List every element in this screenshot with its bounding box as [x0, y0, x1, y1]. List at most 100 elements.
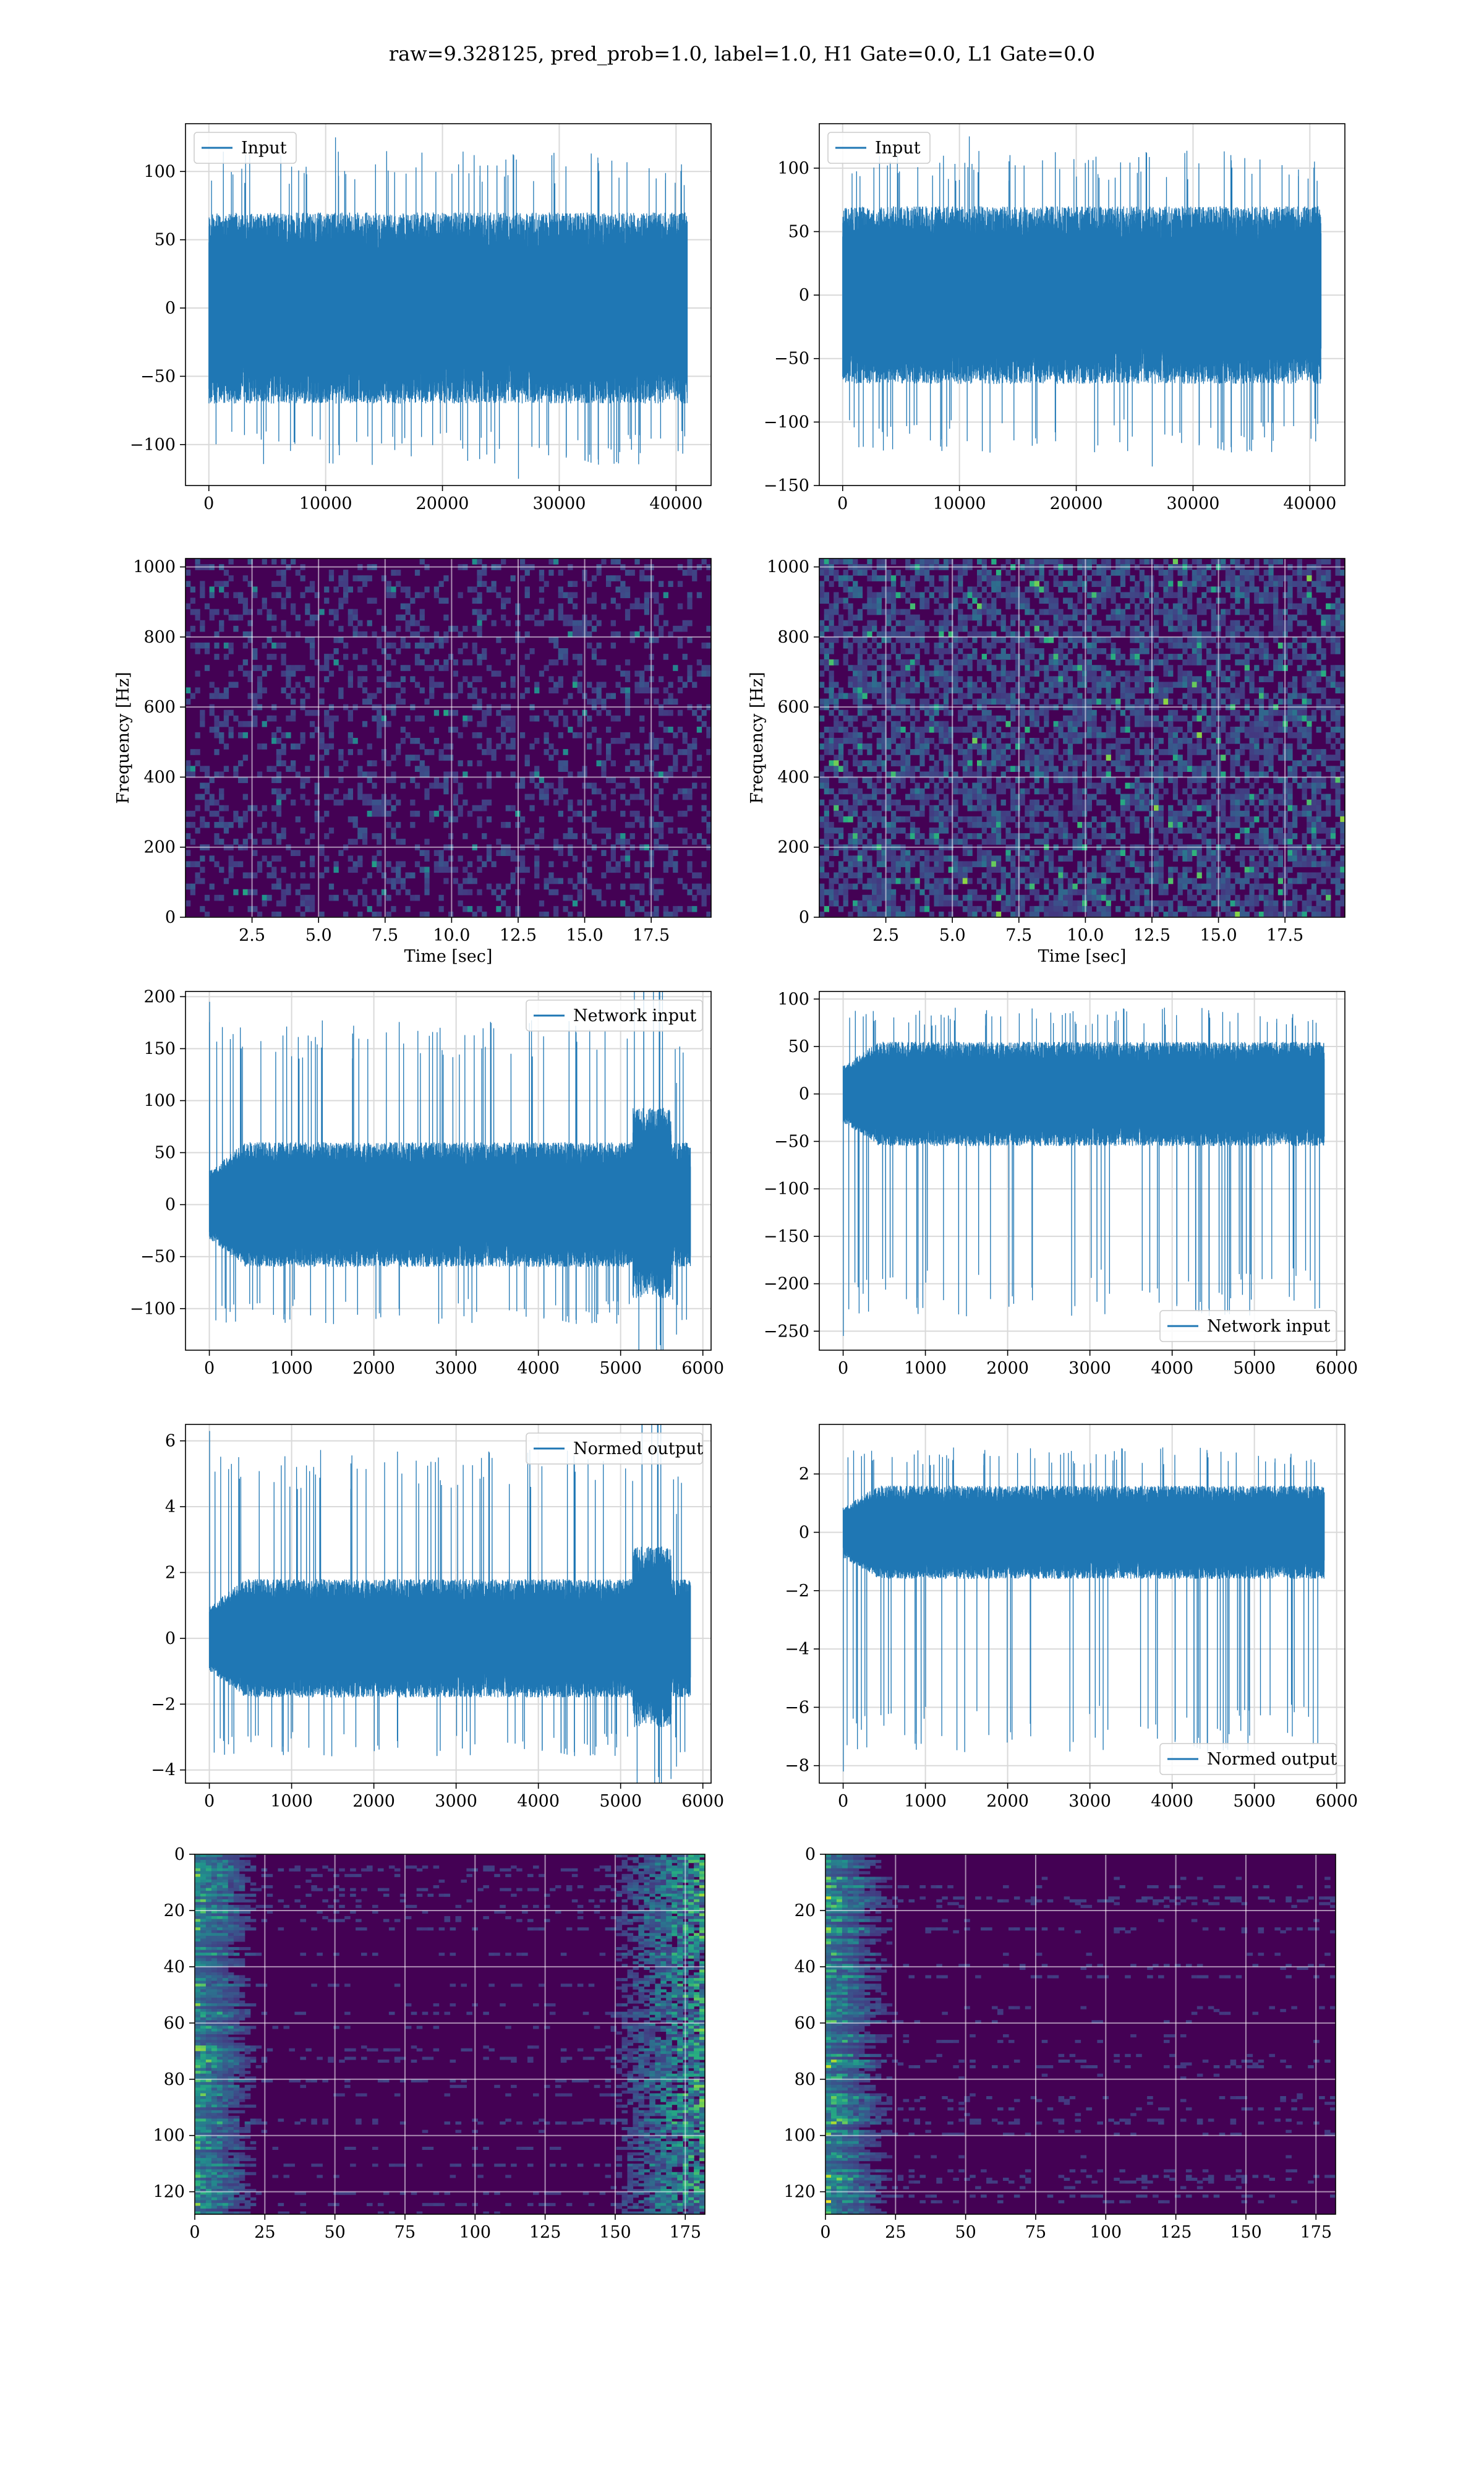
x-tick-label: 0: [837, 494, 848, 513]
subplot-r1c2: 0 10000 20000 30000 40000 −150 −100 −50 0 50 100 In…: [764, 123, 1345, 513]
y-tick-label: −50: [774, 349, 809, 369]
legend-box: [1159, 1310, 1337, 1342]
legend-box: [526, 999, 703, 1032]
y-tick-label: −8: [785, 1757, 809, 1776]
x-tick-label: 50: [324, 2223, 345, 2242]
y-tick-label: −250: [764, 1322, 809, 1341]
y-tick-label: −4: [151, 1761, 176, 1780]
plot-area: [819, 1424, 1345, 1783]
plot-area: [186, 991, 711, 1350]
y-tick-label: 0: [799, 908, 809, 927]
y-tick-label: −50: [140, 1248, 176, 1267]
x-tick-label: 175: [1300, 2223, 1332, 2242]
legend-box: [827, 132, 931, 164]
x-tick-label: 10000: [933, 494, 986, 513]
y-tick-label: 40: [795, 1958, 816, 1977]
y-tick-label: −2: [785, 1582, 809, 1601]
plot-area: [825, 1854, 1336, 2214]
x-tick-label: 40000: [649, 494, 702, 513]
x-tick-label: 30000: [1166, 494, 1219, 513]
x-tick-label: 4000: [517, 1359, 560, 1378]
subplot-r5c1: 0 25 50 75 100 125 150 175 0 20 40 60 80 100 120: [153, 1845, 706, 2242]
y-tick-label: 100: [153, 2126, 185, 2146]
x-tick-label: 2000: [986, 1792, 1029, 1811]
x-tick-label: 2000: [352, 1792, 395, 1811]
x-tick-label: 25: [885, 2223, 906, 2242]
x-tick-label: 6000: [1315, 1792, 1358, 1811]
x-tick-label: 20000: [416, 494, 469, 513]
y-tick-label: 0: [165, 1629, 176, 1648]
plot-area: [186, 124, 711, 486]
axes-frame: [185, 991, 712, 1351]
subplot-r3c2: 0 1000 2000 3000 4000 5000 6000−250−200−150−10…: [764, 990, 1358, 1378]
x-tick-label: 0: [820, 2223, 830, 2242]
y-tick-label: 100: [783, 2126, 816, 2146]
series-line: [208, 1424, 691, 1783]
plot-area: [819, 124, 1345, 486]
axes-frame: [819, 991, 1345, 1351]
y-axis-label: Frequency [Hz]: [114, 672, 133, 803]
y-tick-label: 200: [143, 987, 176, 1006]
axes-frame: [819, 1424, 1345, 1784]
legend: Input: [827, 132, 931, 164]
x-tick-label: 15.0: [1200, 926, 1237, 945]
axes-frame: [825, 1854, 1336, 2215]
y-tick-label: 1000: [767, 558, 809, 577]
y-tick-label: 0: [165, 1196, 176, 1215]
legend-box: [1159, 1743, 1337, 1775]
y-tick-label: −100: [764, 1179, 809, 1199]
x-tick-label: 4000: [517, 1792, 560, 1811]
plot-area: [819, 991, 1345, 1350]
y-tick-label: −50: [140, 367, 176, 386]
x-tick-label: 2.5: [239, 926, 265, 945]
axes-frame: [185, 1424, 712, 1784]
x-tick-label: 3000: [435, 1359, 477, 1378]
y-tick-label: 800: [143, 628, 176, 647]
x-tick-label: 3000: [1068, 1792, 1111, 1811]
axes-frame: [185, 558, 712, 918]
y-tick-label: 100: [777, 159, 809, 178]
x-tick-label: 10000: [299, 494, 352, 513]
x-tick-label: 40000: [1283, 494, 1336, 513]
subplot-r4c1: 0 1000 2000 3000 4000 5000 6000 −4 −2 0 2 4 6 Normed …: [151, 1424, 724, 1811]
heatmap-cells: [186, 559, 711, 917]
x-tick-label: 25: [254, 2223, 275, 2242]
x-tick-label: 75: [394, 2223, 416, 2242]
y-tick-label: 2: [799, 1465, 809, 1484]
series-line: [208, 991, 691, 1350]
axes-frame: [819, 558, 1345, 918]
subplot-r5c2: 0 25 50 75 100 125 150 175 0 20 40 60 80 100 120: [783, 1845, 1336, 2242]
x-tick-label: 175: [669, 2223, 701, 2242]
y-tick-label: 800: [777, 628, 809, 647]
y-tick-label: 50: [788, 1037, 809, 1056]
y-tick-label: 600: [777, 698, 809, 717]
y-tick-label: −100: [130, 1299, 176, 1319]
x-tick-label: 100: [1090, 2223, 1122, 2242]
legend: Network input: [526, 999, 703, 1032]
y-axis-label: Frequency [Hz]: [748, 672, 767, 803]
legend-label: Normed output: [1207, 1750, 1337, 1769]
x-tick-label: 6000: [681, 1792, 724, 1811]
x-tick-label: 2000: [352, 1359, 395, 1378]
x-tick-label: 0: [838, 1792, 848, 1811]
x-tick-label: 125: [1160, 2223, 1192, 2242]
x-axis-label: Time [sec]: [1038, 947, 1127, 966]
y-tick-label: 6: [165, 1432, 176, 1451]
axes-frame: [185, 123, 712, 486]
x-axis-label: Time [sec]: [404, 947, 493, 966]
subplot-r2c2: 2.5 5.0 7.5 10.0 12.5 15.0 17.5 0 200 400 600 800 10…: [748, 558, 1345, 966]
y-tick-label: 60: [795, 2014, 816, 2033]
y-tick-label: 80: [795, 2070, 816, 2089]
plot-area: [819, 559, 1345, 917]
x-tick-label: 1000: [904, 1359, 947, 1378]
y-tick-label: 200: [143, 838, 176, 857]
y-tick-label: 0: [799, 1085, 809, 1104]
y-tick-label: 4: [165, 1497, 176, 1517]
x-tick-label: 12.5: [1133, 926, 1171, 945]
legend-box: [526, 1432, 703, 1465]
x-tick-label: 30000: [532, 494, 586, 513]
legend: Normed output: [1159, 1743, 1337, 1775]
y-tick-label: 0: [805, 1845, 816, 1864]
y-tick-label: 20: [795, 1901, 816, 1920]
series-line: [842, 136, 1322, 467]
